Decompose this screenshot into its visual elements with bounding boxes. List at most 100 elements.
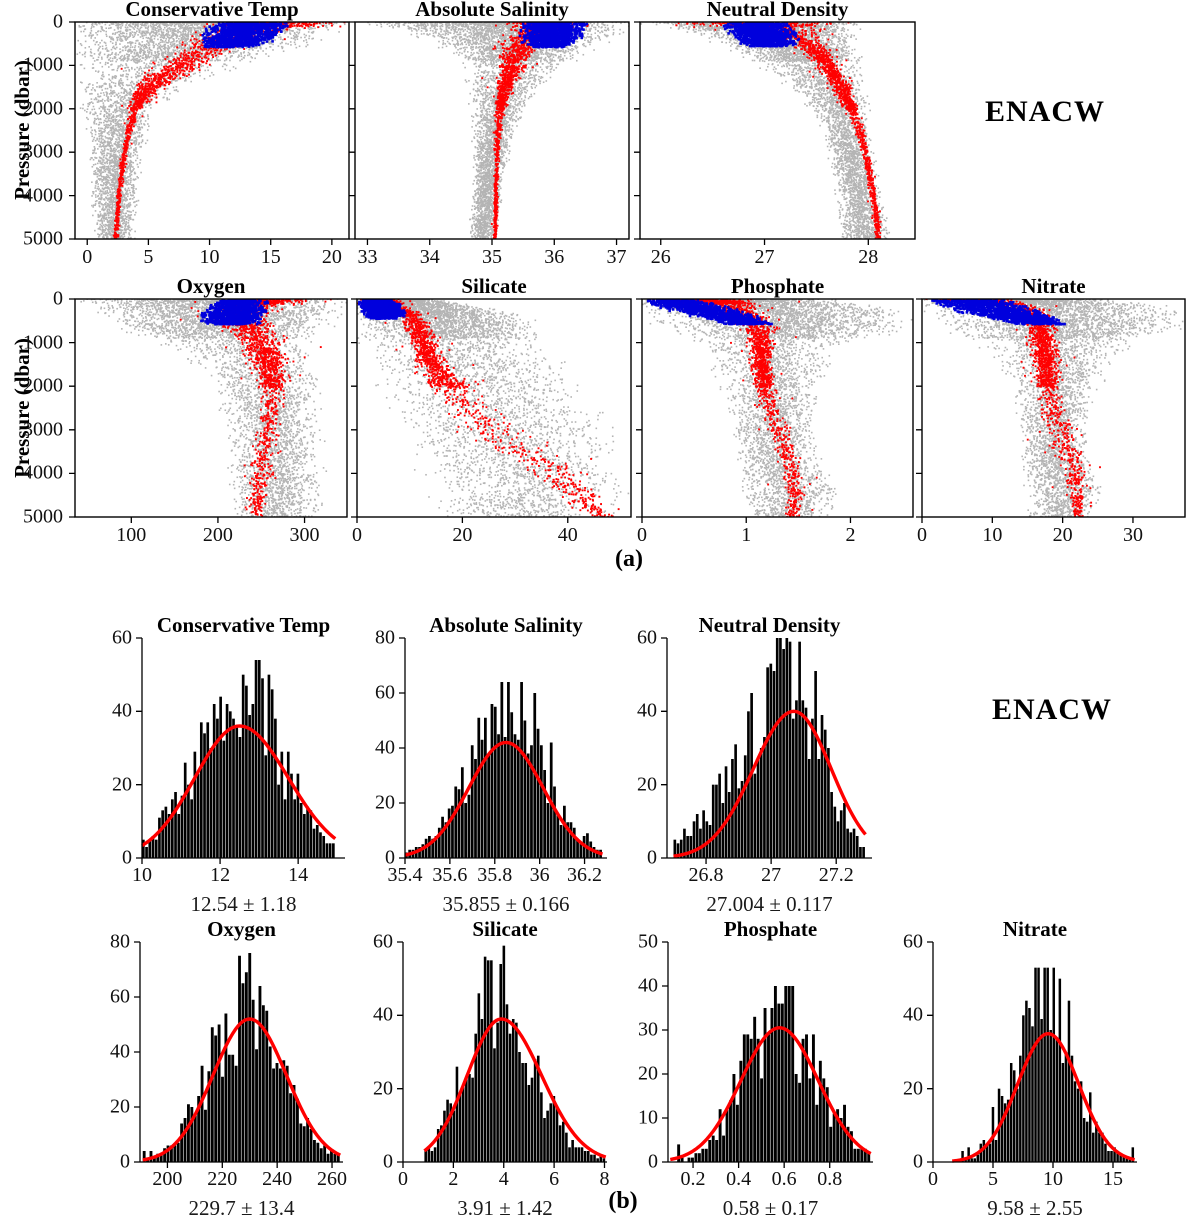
x-tick-label: 200 bbox=[202, 524, 233, 546]
y-tick-label: 40 bbox=[903, 1003, 923, 1026]
y-tick-label: 3000 bbox=[23, 140, 63, 163]
y-tick-label: 0 bbox=[647, 846, 657, 869]
x-tick-label: 0 bbox=[352, 524, 362, 546]
x-tick-label: 26 bbox=[650, 246, 671, 268]
y-tick-label: 60 bbox=[375, 681, 395, 704]
histogram-canvas-neutral-density bbox=[657, 628, 882, 868]
chart-title: Phosphate bbox=[723, 917, 818, 941]
y-tick-label: 0 bbox=[913, 1150, 923, 1173]
stat-label: 35.855 ± 0.166 bbox=[442, 892, 570, 916]
x-tick-label: 1 bbox=[741, 524, 752, 546]
x-tick-label: 8 bbox=[599, 1168, 610, 1190]
watermass-label-panel-a: ENACW bbox=[984, 95, 1105, 128]
y-tick-label: 20 bbox=[110, 1095, 130, 1118]
x-tick-label: 20 bbox=[321, 246, 342, 268]
chart-title: Phosphate bbox=[730, 274, 825, 298]
y-tick-label: 0 bbox=[648, 1150, 658, 1173]
y-tick-label: 60 bbox=[903, 930, 923, 953]
y-tick-label: 10 bbox=[638, 1106, 658, 1129]
x-tick-label: 35.6 bbox=[432, 864, 468, 886]
chart-title: Oxygen bbox=[176, 274, 246, 298]
x-tick-label: 33 bbox=[357, 246, 378, 268]
x-tick-label: 10 bbox=[1043, 1168, 1063, 1190]
y-tick-label: 20 bbox=[373, 1077, 393, 1100]
x-tick-label: 15 bbox=[1103, 1168, 1123, 1190]
chart-title: Neutral Density bbox=[706, 0, 849, 21]
x-tick-label: 27.2 bbox=[818, 864, 854, 886]
x-tick-label: 27 bbox=[761, 864, 782, 886]
y-tick-label: 40 bbox=[112, 699, 132, 722]
histogram-canvas-phosphate bbox=[658, 932, 883, 1172]
x-tick-label: 40 bbox=[557, 524, 578, 546]
histogram-canvas-absolute-salinity bbox=[395, 628, 617, 868]
x-tick-label: 35.8 bbox=[477, 864, 513, 886]
pressure-axis-label-row1: Pressure (dbar) bbox=[10, 60, 34, 200]
scatter-canvas-neutral-density bbox=[630, 12, 925, 249]
x-tick-label: 35 bbox=[482, 246, 502, 268]
y-tick-label: 50 bbox=[638, 930, 658, 953]
x-tick-label: 300 bbox=[289, 524, 320, 546]
panel-b-tag: (b) bbox=[608, 1188, 638, 1214]
x-tick-label: 4 bbox=[498, 1168, 509, 1190]
x-tick-label: 36.2 bbox=[567, 864, 603, 886]
y-tick-label: 0 bbox=[385, 846, 395, 869]
chart-title: Neutral Density bbox=[698, 613, 841, 637]
y-tick-label: 4000 bbox=[23, 461, 63, 484]
y-tick-label: 1000 bbox=[23, 53, 63, 76]
y-tick-label: 20 bbox=[375, 791, 395, 814]
histogram-canvas-silicate bbox=[393, 932, 617, 1172]
chart-title: Conservative Temp bbox=[125, 0, 299, 21]
x-tick-label: 0 bbox=[637, 524, 647, 546]
x-tick-label: 20 bbox=[452, 524, 473, 546]
x-tick-label: 27 bbox=[754, 246, 775, 268]
y-tick-label: 1000 bbox=[23, 331, 63, 354]
x-tick-label: 12 bbox=[210, 864, 231, 886]
y-tick-label: 20 bbox=[638, 1062, 658, 1085]
chart-title: Absolute Salinity bbox=[415, 0, 569, 21]
y-tick-label: 5000 bbox=[23, 227, 63, 250]
y-tick-label: 2000 bbox=[23, 97, 63, 120]
x-tick-label: 30 bbox=[1122, 524, 1143, 546]
x-tick-label: 240 bbox=[262, 1168, 293, 1190]
y-tick-label: 40 bbox=[375, 736, 395, 759]
y-tick-label: 0 bbox=[53, 287, 63, 310]
x-tick-label: 20 bbox=[1052, 524, 1073, 546]
y-tick-label: 20 bbox=[112, 773, 132, 796]
x-tick-label: 6 bbox=[549, 1168, 560, 1190]
y-tick-label: 20 bbox=[903, 1077, 923, 1100]
scatter-canvas-phosphate bbox=[632, 289, 923, 527]
x-tick-label: 0.8 bbox=[817, 1168, 843, 1190]
y-tick-label: 0 bbox=[53, 10, 63, 33]
x-tick-label: 0 bbox=[928, 1168, 938, 1190]
x-tick-label: 10 bbox=[199, 246, 220, 268]
y-tick-label: 30 bbox=[638, 1018, 658, 1041]
x-tick-label: 0 bbox=[917, 524, 927, 546]
y-tick-label: 0 bbox=[122, 846, 132, 869]
y-tick-label: 60 bbox=[110, 985, 130, 1008]
y-tick-label: 40 bbox=[637, 699, 657, 722]
y-tick-label: 80 bbox=[375, 626, 395, 649]
x-tick-label: 0.2 bbox=[680, 1168, 706, 1190]
y-tick-label: 40 bbox=[638, 974, 658, 997]
y-tick-label: 4000 bbox=[23, 184, 63, 207]
x-tick-label: 5 bbox=[988, 1168, 998, 1190]
x-tick-label: 34 bbox=[419, 246, 440, 268]
y-tick-label: 40 bbox=[373, 1003, 393, 1026]
x-tick-label: 36 bbox=[529, 864, 550, 886]
x-tick-label: 260 bbox=[317, 1168, 348, 1190]
watermass-label-panel-b: ENACW bbox=[991, 693, 1112, 726]
y-tick-label: 60 bbox=[637, 626, 657, 649]
y-tick-label: 0 bbox=[120, 1150, 130, 1173]
scatter-canvas-nitrate bbox=[912, 289, 1195, 527]
histogram-canvas-oxygen bbox=[130, 932, 353, 1172]
stat-label: 3.91 ± 1.42 bbox=[457, 1196, 553, 1220]
x-tick-label: 35.4 bbox=[387, 864, 423, 886]
y-tick-label: 2000 bbox=[23, 374, 63, 397]
y-tick-label: 60 bbox=[112, 626, 132, 649]
x-tick-label: 0.6 bbox=[771, 1168, 797, 1190]
stat-label: 12.54 ± 1.18 bbox=[190, 892, 297, 916]
x-tick-label: 2 bbox=[448, 1168, 459, 1190]
x-tick-label: 15 bbox=[260, 246, 281, 268]
chart-title: Nitrate bbox=[1021, 274, 1086, 298]
